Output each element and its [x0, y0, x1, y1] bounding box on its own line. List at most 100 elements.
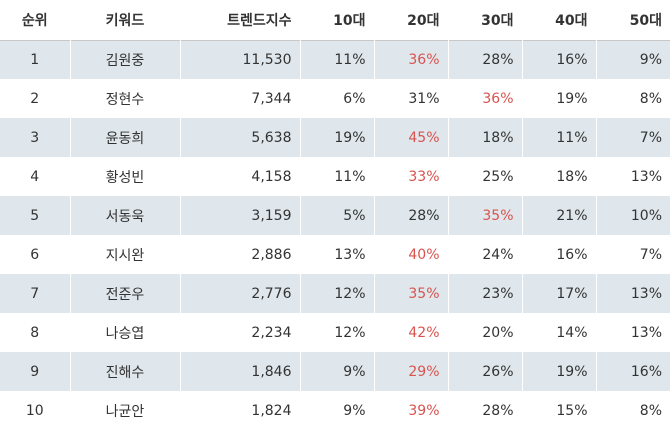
age-40-cell: 16% [522, 40, 597, 79]
rank-cell: 10 [0, 391, 71, 430]
age-20-cell: 36% [374, 40, 449, 79]
table-row: 7 전준우 2,776 12% 35% 23% 17% 13% [0, 274, 670, 313]
trend-index-cell: 2,776 [180, 274, 301, 313]
age-50-cell: 13% [630, 285, 662, 302]
age-30-cell: 25% [448, 157, 523, 196]
age-50-cell: 9% [639, 51, 662, 68]
age-20-cell: 35% [374, 274, 449, 313]
header-rank[interactable]: 순위 [0, 0, 71, 40]
age-20-cell: 31% [374, 79, 449, 118]
table-row: 2 정현수 7,344 6% 31% 36% 19% 8% [0, 79, 670, 118]
keyword-cell[interactable]: 나균안 [70, 391, 181, 430]
age-20-cell: 28% [374, 196, 449, 235]
age-10-cell: 6% [300, 79, 375, 118]
age-50-cell: 7% [639, 246, 662, 263]
rank-cell: 6 [0, 235, 71, 274]
trend-index-cell: 2,886 [180, 235, 301, 274]
age-10-cell: 11% [300, 157, 375, 196]
age-20-cell: 42% [374, 313, 449, 352]
keyword-cell[interactable]: 진해수 [70, 352, 181, 391]
trend-index-cell: 7,344 [180, 79, 301, 118]
table-row: 8 나승엽 2,234 12% 42% 20% 14% 13% [0, 313, 670, 352]
trend-index-cell: 2,234 [180, 313, 301, 352]
table-row: 4 황성빈 4,158 11% 33% 25% 18% 13% [0, 157, 670, 196]
table-row: 9 진해수 1,846 9% 29% 26% 19% 16% [0, 352, 670, 391]
keyword-cell[interactable]: 김원중 [70, 40, 181, 79]
age-30-cell: 36% [448, 79, 523, 118]
age-50-cell: 8% [639, 402, 662, 419]
age-20-cell: 29% [374, 352, 449, 391]
age-30-cell: 28% [448, 391, 523, 430]
keyword-cell[interactable]: 나승엽 [70, 313, 181, 352]
trend-index-cell: 3,159 [180, 196, 301, 235]
age-10-cell: 9% [300, 352, 375, 391]
table-row: 10 나균안 1,824 9% 39% 28% 15% 8% [0, 391, 670, 430]
age-30-cell: 24% [448, 235, 523, 274]
header-age-20[interactable]: 20대 [374, 0, 449, 40]
rank-cell: 3 [0, 118, 71, 157]
age-20-cell: 33% [374, 157, 449, 196]
age-10-cell: 13% [300, 235, 375, 274]
header-keyword[interactable]: 키워드 [70, 0, 181, 40]
rank-cell: 8 [0, 313, 71, 352]
age-10-cell: 11% [300, 40, 375, 79]
keyword-cell[interactable]: 전준우 [70, 274, 181, 313]
trend-index-cell: 1,824 [180, 391, 301, 430]
age-40-cell: 21% [522, 196, 597, 235]
age-50-cell: 7% [639, 129, 662, 146]
trend-index-cell: 1,846 [180, 352, 301, 391]
trend-index-cell: 11,530 [180, 40, 301, 79]
age-50-cell: 10% [630, 207, 662, 224]
age-10-cell: 12% [300, 313, 375, 352]
rank-cell: 2 [0, 79, 71, 118]
age-20-cell: 45% [374, 118, 449, 157]
keyword-cell[interactable]: 정현수 [70, 79, 181, 118]
age-40-cell: 16% [522, 235, 597, 274]
age-40-cell: 11% [522, 118, 597, 157]
age-50-cell: 8% [639, 90, 662, 107]
table-header: 순위 키워드 트렌드지수 10대 20대 30대 40대 50대 [0, 0, 670, 40]
age-20-cell: 40% [374, 235, 449, 274]
table-row: 1 김원중 11,530 11% 36% 28% 16% 9% [0, 40, 670, 79]
header-row: 순위 키워드 트렌드지수 10대 20대 30대 40대 50대 [0, 0, 670, 40]
age-40-cell: 19% [522, 352, 597, 391]
header-age-50[interactable]: 50대 [629, 12, 662, 29]
age-10-cell: 19% [300, 118, 375, 157]
age-30-cell: 28% [448, 40, 523, 79]
age-30-cell: 26% [448, 352, 523, 391]
trend-index-cell: 5,638 [180, 118, 301, 157]
rank-cell: 7 [0, 274, 71, 313]
age-30-cell: 18% [448, 118, 523, 157]
age-40-cell: 15% [522, 391, 597, 430]
header-age-30[interactable]: 30대 [448, 0, 523, 40]
age-10-cell: 9% [300, 391, 375, 430]
rank-cell: 9 [0, 352, 71, 391]
table-row: 3 윤동희 5,638 19% 45% 18% 11% 7% [0, 118, 670, 157]
age-40-cell: 18% [522, 157, 597, 196]
header-age-40[interactable]: 40대 [522, 0, 597, 40]
rank-cell: 1 [0, 40, 71, 79]
table-body: 1 김원중 11,530 11% 36% 28% 16% 9% 2 정현수 7,344 6% 31% 36… [0, 40, 670, 430]
keyword-cell[interactable]: 서동욱 [70, 196, 181, 235]
table-row: 5 서동욱 3,159 5% 28% 35% 21% 10% [0, 196, 670, 235]
keyword-cell[interactable]: 윤동희 [70, 118, 181, 157]
age-40-cell: 14% [522, 313, 597, 352]
age-50-cell: 13% [630, 168, 662, 185]
age-40-cell: 17% [522, 274, 597, 313]
rank-cell: 5 [0, 196, 71, 235]
trend-index-cell: 4,158 [180, 157, 301, 196]
age-40-cell: 19% [522, 79, 597, 118]
header-age-10[interactable]: 10대 [300, 0, 375, 40]
keyword-cell[interactable]: 황성빈 [70, 157, 181, 196]
rank-cell: 4 [0, 157, 71, 196]
age-20-cell: 39% [374, 391, 449, 430]
table-row: 6 지시완 2,886 13% 40% 24% 16% 7% [0, 235, 670, 274]
header-trend-index[interactable]: 트렌드지수 [180, 0, 301, 40]
age-50-cell: 16% [630, 363, 662, 380]
age-10-cell: 12% [300, 274, 375, 313]
age-50-cell: 13% [630, 324, 662, 341]
keyword-cell[interactable]: 지시완 [70, 235, 181, 274]
age-30-cell: 20% [448, 313, 523, 352]
age-10-cell: 5% [300, 196, 375, 235]
